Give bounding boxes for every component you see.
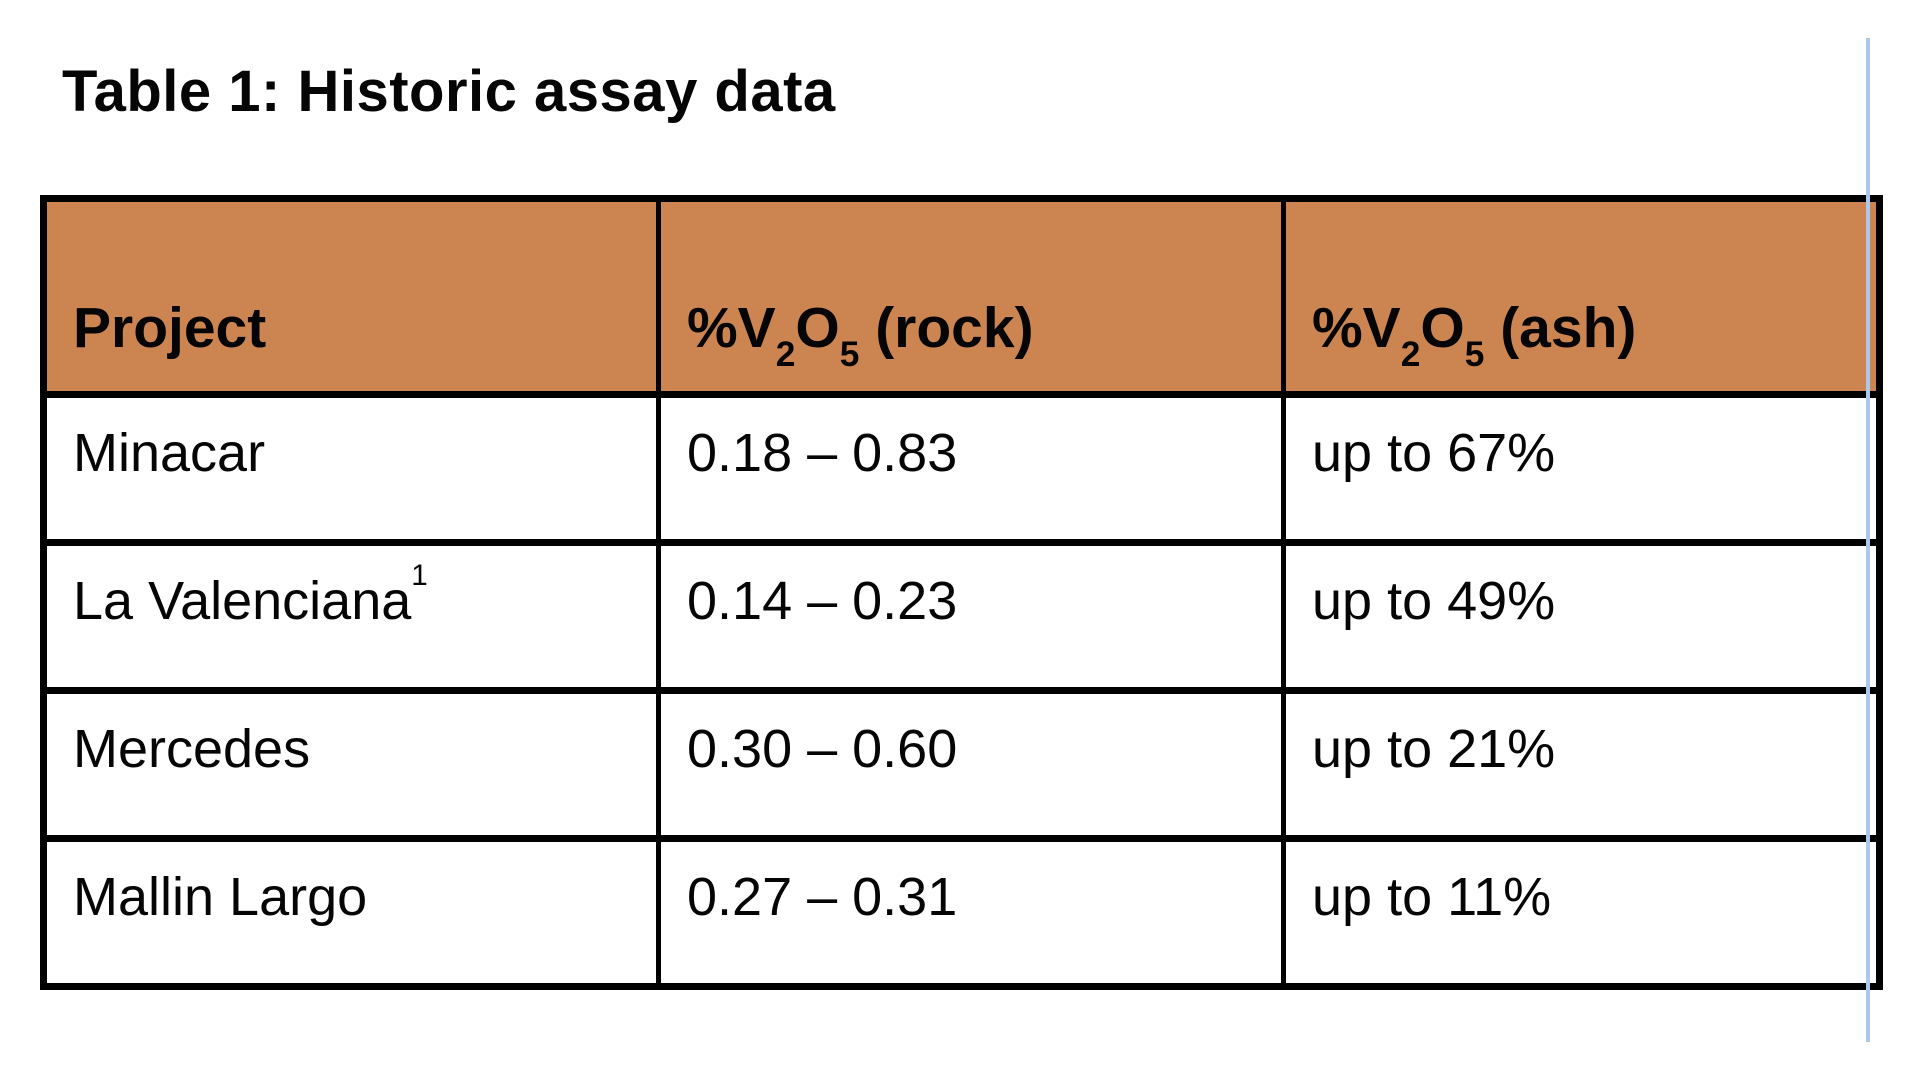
chem-formula-mid: O bbox=[795, 296, 840, 360]
table-row: Minacar 0.18 – 0.83 up to 67% bbox=[41, 391, 1882, 546]
chem-subscript: 2 bbox=[1400, 334, 1421, 374]
chem-subscript: 5 bbox=[839, 334, 860, 374]
header-project-label: Project bbox=[73, 296, 267, 360]
ash-grade-cell: up to 21% bbox=[1281, 687, 1882, 842]
project-cell: Minacar bbox=[41, 391, 661, 546]
table-row: Mercedes 0.30 – 0.60 up to 21% bbox=[41, 687, 1882, 842]
chem-subscript: 5 bbox=[1464, 334, 1485, 374]
table-row: La Valenciana1 0.14 – 0.23 up to 49% bbox=[41, 539, 1882, 694]
project-name: Mercedes bbox=[73, 719, 311, 779]
chem-formula-prefix: %V bbox=[687, 296, 776, 360]
table-row: Mallin Largo 0.27 – 0.31 up to 11% bbox=[41, 835, 1882, 990]
project-cell: La Valenciana1 bbox=[41, 539, 661, 694]
footnote-superscript: 1 bbox=[411, 558, 428, 592]
table-header-row: Project %V2O5 (rock) %V2O5 (ash) bbox=[41, 195, 1882, 398]
project-cell: Mercedes bbox=[41, 687, 661, 842]
ash-grade-cell: up to 67% bbox=[1281, 391, 1882, 546]
rock-grade-cell: 0.30 – 0.60 bbox=[656, 687, 1286, 842]
table-title: Table 1: Historic assay data bbox=[62, 59, 836, 124]
project-name: Mallin Largo bbox=[73, 867, 368, 927]
ash-grade-cell: up to 49% bbox=[1281, 539, 1882, 694]
ash-grade-cell: up to 11% bbox=[1281, 835, 1882, 990]
chem-formula-suffix: (rock) bbox=[859, 296, 1034, 360]
chem-formula-suffix: (ash) bbox=[1484, 296, 1637, 360]
text-cursor-guide-line bbox=[1866, 38, 1870, 1042]
historic-assay-table: Project %V2O5 (rock) %V2O5 (ash) Minacar… bbox=[40, 195, 1883, 990]
rock-grade-cell: 0.27 – 0.31 bbox=[656, 835, 1286, 990]
chem-subscript: 2 bbox=[775, 334, 796, 374]
header-v2o5-rock: %V2O5 (rock) bbox=[656, 195, 1286, 398]
rock-grade-cell: 0.14 – 0.23 bbox=[656, 539, 1286, 694]
header-v2o5-ash: %V2O5 (ash) bbox=[1281, 195, 1882, 398]
project-name: Minacar bbox=[73, 423, 266, 483]
rock-grade-cell: 0.18 – 0.83 bbox=[656, 391, 1286, 546]
project-name: La Valenciana bbox=[73, 571, 412, 631]
chem-formula-prefix: %V bbox=[1312, 296, 1401, 360]
header-project: Project bbox=[41, 195, 661, 398]
project-cell: Mallin Largo bbox=[41, 835, 661, 990]
chem-formula-mid: O bbox=[1420, 296, 1465, 360]
